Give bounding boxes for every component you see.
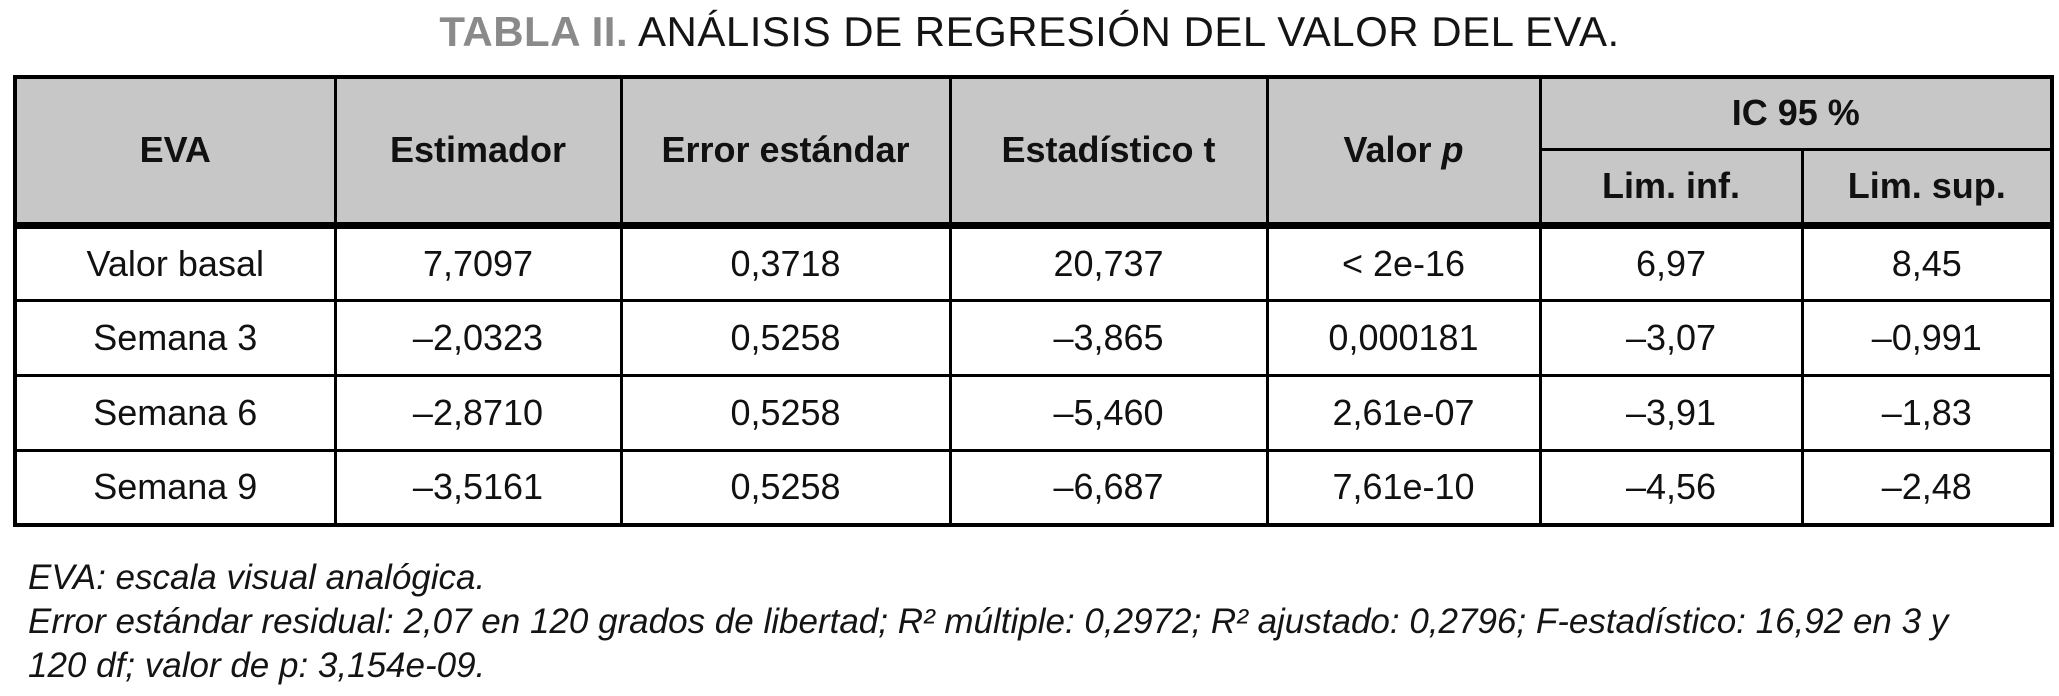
cell-valor-p: 2,61e-07: [1265, 373, 1542, 452]
cell-lim-inf: –3,07: [1538, 298, 1804, 377]
table-row: Valor basal 7,7097 0,3718 20,737 < 2e-16…: [13, 223, 2054, 302]
col-header-valor-p: Valor p: [1265, 75, 1542, 229]
table-row: Semana 9 –3,5161 0,5258 –6,687 7,61e-10 …: [13, 448, 2054, 527]
footnote-model-stats: Error estándar residual: 2,07 en 120 gra…: [28, 602, 1949, 685]
cell-estimador: –2,8710: [333, 373, 623, 452]
cell-lim-sup: –1,83: [1800, 373, 2054, 452]
col-header-error-estandar: Error estándar: [619, 75, 952, 229]
cell-error-estandar: 0,5258: [619, 448, 952, 527]
col-header-estimador: Estimador: [333, 75, 623, 229]
row-label: Valor basal: [13, 223, 337, 302]
cell-valor-p: 0,000181: [1265, 298, 1542, 377]
col-header-estadistico-t: Estadístico t: [948, 75, 1269, 229]
cell-lim-sup: –2,48: [1800, 448, 2054, 527]
table-header: EVA Estimador Error estándar Estadístico…: [13, 75, 2054, 229]
header-row-2: Lim. inf. Lim. sup.: [15, 147, 2054, 229]
col-header-ic95: IC 95 %: [1538, 75, 2054, 151]
cell-estimador: –3,5161: [333, 448, 623, 527]
table-title-text: ANÁLISIS DE REGRESIÓN DEL VALOR DEL EVA.: [628, 8, 1620, 55]
col-header-eva: EVA: [13, 75, 337, 229]
cell-lim-inf: –3,91: [1538, 373, 1804, 452]
cell-lim-sup: –0,991: [1800, 298, 2054, 377]
cell-lim-sup: 8,45: [1800, 223, 2054, 302]
row-label: Semana 9: [13, 448, 337, 527]
footnotes: EVA: escala visual analógica. Error está…: [28, 556, 2013, 688]
regression-table: EVA Estimador Error estándar Estadístico…: [13, 75, 2054, 527]
cell-estimador: –2,0323: [333, 298, 623, 377]
table-title-number: TABLA II.: [439, 8, 629, 55]
cell-estadistico-t: –6,687: [948, 448, 1269, 527]
cell-error-estandar: 0,3718: [619, 223, 952, 302]
cell-valor-p: < 2e-16: [1265, 223, 1542, 302]
header-row-1: EVA Estimador Error estándar Estadístico…: [13, 75, 2054, 229]
cell-estadistico-t: –3,865: [948, 298, 1269, 377]
table-row: Semana 3 –2,0323 0,5258 –3,865 0,000181 …: [13, 298, 2054, 377]
cell-estimador: 7,7097: [333, 223, 623, 302]
cell-lim-inf: –4,56: [1538, 448, 1804, 527]
col-header-lim-inf: Lim. inf.: [1538, 147, 1804, 229]
footnote-abbreviation: EVA: escala visual analógica.: [28, 558, 486, 597]
cell-estadistico-t: –5,460: [948, 373, 1269, 452]
cell-error-estandar: 0,5258: [619, 298, 952, 377]
cell-valor-p: 7,61e-10: [1265, 448, 1542, 527]
table-row: Semana 6 –2,8710 0,5258 –5,460 2,61e-07 …: [13, 373, 2054, 452]
table-title: TABLA II. ANÁLISIS DE REGRESIÓN DEL VALO…: [0, 8, 2059, 56]
table-body: Valor basal 7,7097 0,3718 20,737 < 2e-16…: [13, 223, 2054, 527]
cell-error-estandar: 0,5258: [619, 373, 952, 452]
valor-p-symbol: p: [1441, 129, 1464, 171]
cell-estadistico-t: 20,737: [948, 223, 1269, 302]
valor-p-label: Valor: [1343, 129, 1442, 171]
row-label: Semana 6: [13, 373, 337, 452]
col-header-lim-sup: Lim. sup.: [1800, 147, 2054, 229]
cell-lim-inf: 6,97: [1538, 223, 1804, 302]
row-label: Semana 3: [13, 298, 337, 377]
